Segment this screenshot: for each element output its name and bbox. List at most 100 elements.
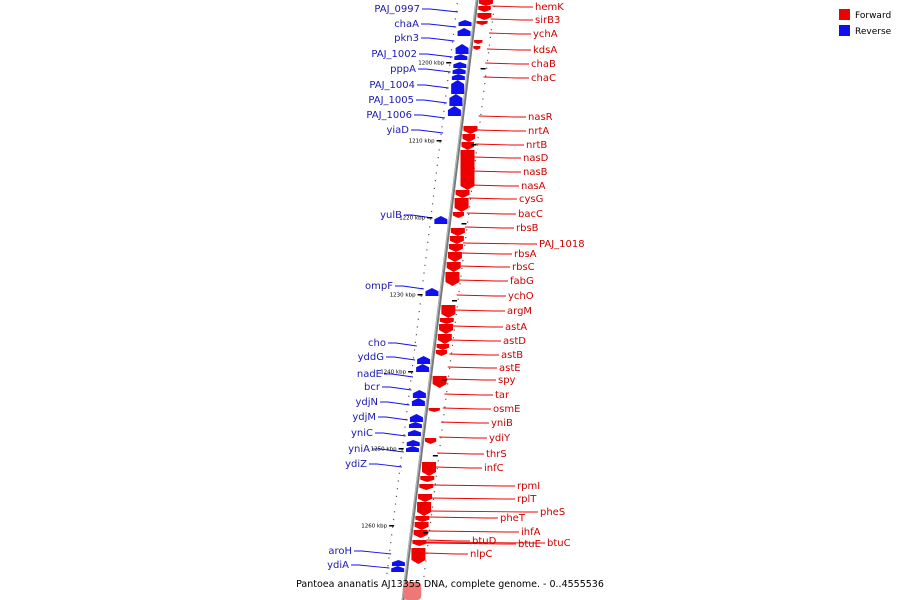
minor-dot — [396, 488, 399, 490]
tick-label: 1250 kbp — [371, 447, 397, 453]
legend-forward-label: Forward — [855, 11, 891, 21]
reverse-connector — [388, 342, 417, 347]
major-tick — [417, 294, 423, 296]
reverse-connector — [395, 285, 424, 290]
reverse-gene-block — [405, 446, 419, 452]
forward-gene-label: nasB — [523, 167, 548, 178]
tick-label: 1220 kbp — [399, 216, 425, 222]
forward-gene-label: PAJ_1018 — [539, 239, 585, 250]
legend-reverse-label: Reverse — [855, 27, 892, 37]
minor-dot — [453, 329, 455, 331]
reverse-connector — [354, 550, 392, 555]
major-tick — [408, 371, 414, 373]
minor-dot — [433, 491, 436, 493]
minor-dot — [392, 526, 394, 528]
reverse-gene-label: ompF — [365, 281, 393, 292]
forward-gene-label: chaC — [531, 73, 556, 84]
reverse-gene-label: yiaD — [386, 125, 409, 136]
minor-dot — [483, 90, 485, 92]
forward-gene-label: nrtA — [528, 126, 549, 137]
reverse-connector — [380, 401, 410, 406]
reverse-connector — [411, 129, 444, 134]
minor-dot — [489, 36, 492, 38]
minor-dot — [438, 149, 440, 151]
minor-dot — [431, 203, 434, 205]
minor-dot — [407, 403, 409, 405]
reverse-gene-block — [411, 398, 425, 406]
reverse-gene-block — [455, 44, 469, 54]
major-tick — [398, 448, 404, 450]
reverse-connector — [414, 114, 445, 119]
minor-dot — [420, 295, 422, 297]
minor-dot — [459, 283, 461, 285]
minor-dot — [409, 388, 411, 390]
minor-dot — [437, 460, 439, 462]
reverse-connector — [421, 37, 455, 42]
minor-dot — [477, 136, 479, 139]
forward-connector — [458, 279, 508, 282]
reverse-gene-block — [408, 422, 422, 428]
minor-dot — [428, 234, 430, 236]
forward-connector — [439, 436, 487, 439]
forward-gene-label: osmE — [493, 404, 520, 415]
minor-dot — [449, 56, 452, 59]
tick-label: 1260 kbp — [361, 524, 387, 530]
minor-dot — [425, 560, 427, 562]
reverse-connector — [382, 386, 412, 391]
forward-gene-label: bacC — [518, 209, 543, 220]
label-connector-lines — [351, 5, 545, 569]
forward-connector — [451, 339, 501, 342]
forward-gene-block — [432, 376, 447, 388]
minor-dot — [394, 503, 397, 505]
legend: Forward Reverse — [839, 9, 892, 37]
minor-dot — [388, 557, 390, 559]
reverse-connector — [384, 373, 414, 378]
reverse-gene-label: nadE — [357, 369, 382, 380]
minor-dot — [460, 275, 462, 277]
minor-dot — [391, 534, 393, 536]
minor-dot — [440, 133, 442, 136]
minor-dot — [431, 506, 434, 508]
marker-dash — [480, 68, 486, 70]
forward-gene-label: btuD — [472, 536, 497, 547]
minor-dot — [449, 360, 452, 362]
forward-gene-label: infC — [484, 463, 504, 474]
reverse-gene-block — [407, 430, 421, 436]
minor-dot — [398, 472, 400, 474]
forward-gene-label: pheT — [500, 513, 526, 524]
forward-connector — [427, 530, 519, 533]
minor-dot — [456, 3, 458, 5]
minor-dot — [413, 349, 416, 351]
minor-dot — [486, 67, 488, 69]
forward-gene-label: astD — [503, 336, 526, 347]
forward-gene-block — [412, 540, 427, 546]
minor-dot — [451, 344, 454, 346]
minor-dot — [467, 221, 469, 223]
marker-dash — [432, 455, 438, 457]
forward-gene-label: cysG — [519, 194, 543, 205]
minor-dot — [488, 44, 491, 46]
minor-dot — [470, 190, 473, 192]
minor-dot — [481, 106, 483, 108]
gene-labels: hemK sirB3 ychA kdsA chaB chaC nasR nrtA nrtB nas… — [327, 2, 585, 571]
minor-dot — [461, 267, 463, 269]
minor-dot — [390, 542, 392, 544]
forward-connector — [429, 510, 538, 513]
forward-connector — [471, 170, 521, 173]
minor-dot — [436, 164, 438, 166]
genome-axis-highlight — [401, 0, 477, 600]
minor-dot — [393, 518, 395, 521]
minor-dot — [450, 352, 453, 354]
minor-dot — [444, 406, 446, 408]
minor-dot — [432, 498, 435, 500]
minor-dot — [447, 80, 449, 82]
minor-dot — [457, 298, 459, 300]
minor-dot — [442, 118, 444, 120]
forward-gene-label: astB — [501, 350, 523, 361]
marker-dash — [461, 223, 467, 225]
minor-dot — [432, 195, 435, 197]
forward-connector — [468, 197, 517, 200]
minor-dot — [404, 426, 406, 428]
forward-gene-block — [424, 438, 437, 444]
